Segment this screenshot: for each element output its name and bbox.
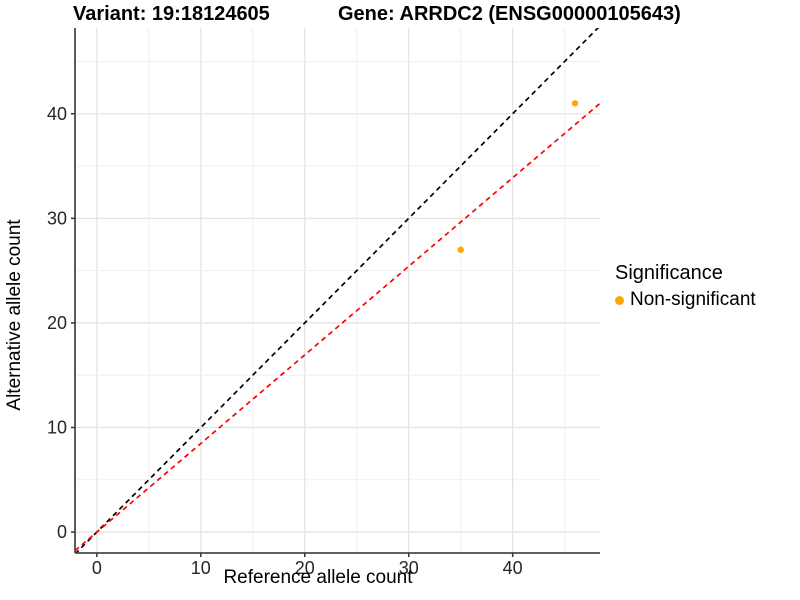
y-tick-label: 10: [47, 418, 67, 438]
y-tick-label: 0: [57, 522, 67, 542]
y-tick-label: 40: [47, 104, 67, 124]
data-point: [457, 246, 464, 253]
legend-item: Non-significant: [615, 289, 797, 311]
identity-line: [75, 28, 600, 553]
legend-items: Non-significant: [615, 289, 797, 311]
legend-title: Significance: [615, 262, 723, 284]
legend: Significance Non-significant: [615, 262, 797, 311]
gene-title: Gene: ARRDC2 (ENSG00000105643): [338, 3, 681, 25]
x-tick-label: 30: [399, 558, 419, 578]
legend-point-marker-icon: [615, 295, 624, 305]
data-point: [571, 100, 579, 107]
legend-item-label: Non-significant: [630, 289, 756, 310]
y-tick-label: 20: [47, 313, 67, 333]
y-tick-label: 30: [47, 208, 67, 228]
x-tick-label: 10: [191, 558, 211, 578]
fit-line: [75, 102, 600, 552]
x-axis-title: Reference allele count: [223, 567, 413, 588]
y-axis-title: Alternative allele count: [4, 219, 25, 411]
variant-title: Variant: 19:18124605: [73, 3, 270, 25]
x-tick-label: 0: [92, 558, 102, 578]
x-tick-label: 40: [503, 558, 523, 578]
x-tick-label: 20: [295, 558, 315, 578]
